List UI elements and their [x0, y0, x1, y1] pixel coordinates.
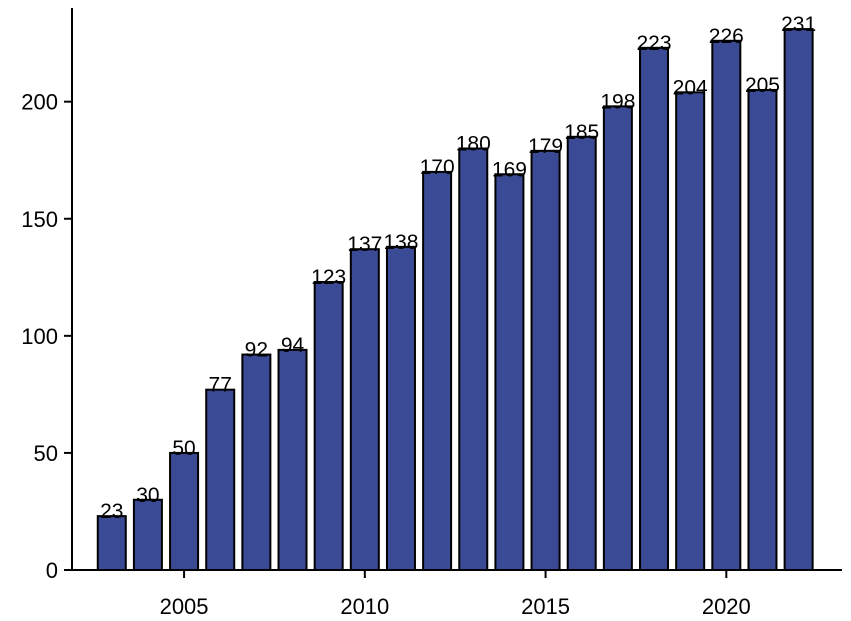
bar-2013 — [458, 147, 489, 571]
data-label-2020: 226 — [709, 25, 744, 48]
bar-2005 — [169, 451, 200, 571]
y-tick-label-150: 150 — [21, 207, 58, 232]
bar-2010 — [349, 248, 380, 571]
bar-2015 — [530, 149, 561, 571]
data-label-2017: 198 — [600, 90, 635, 113]
bar-2022 — [783, 28, 814, 571]
bar-2009 — [313, 280, 344, 571]
x-tick-label-2015: 2015 — [521, 594, 570, 619]
data-label-2004: 30 — [136, 484, 159, 507]
y-tick-label-0: 0 — [46, 558, 58, 583]
y-tick-label-200: 200 — [21, 90, 58, 115]
x-axis-ticks: 2005 2010 2015 2020 — [160, 570, 751, 619]
bar-2006 — [205, 388, 236, 572]
bar-2016 — [566, 135, 597, 572]
bar-2003 — [96, 515, 127, 571]
y-axis-ticks: 0 50 100 150 200 — [21, 90, 72, 583]
data-label-2016: 185 — [564, 121, 599, 144]
bar-2012 — [422, 170, 453, 572]
data-label-2011: 138 — [383, 231, 418, 254]
data-label-2005: 50 — [172, 437, 195, 460]
data-label-2012: 170 — [420, 156, 455, 179]
data-label-2022: 231 — [781, 13, 816, 36]
y-tick-label-100: 100 — [21, 324, 58, 349]
data-label-2007: 92 — [245, 339, 268, 362]
bar-2019 — [675, 91, 706, 572]
data-label-2014: 169 — [492, 158, 527, 181]
data-label-2003: 23 — [100, 500, 123, 523]
data-label-2006: 77 — [209, 374, 232, 397]
bar-2021 — [747, 88, 778, 571]
data-label-2021: 205 — [745, 74, 780, 97]
x-tick-label-2005: 2005 — [160, 594, 209, 619]
bar-2004 — [132, 498, 163, 571]
bar-2017 — [602, 105, 633, 571]
data-label-2013: 180 — [456, 133, 491, 156]
data-label-2010: 137 — [347, 233, 382, 256]
x-tick-label-2010: 2010 — [340, 594, 389, 619]
bar-2011 — [385, 245, 416, 571]
x-tick-label-2020: 2020 — [702, 594, 751, 619]
bar-2020 — [711, 39, 742, 572]
bar-2007 — [241, 353, 272, 572]
data-label-2009: 123 — [311, 266, 346, 289]
bar-2008 — [277, 348, 308, 571]
data-label-2008: 94 — [281, 334, 305, 357]
data-label-2015: 179 — [528, 135, 563, 158]
bar-2014 — [494, 173, 525, 571]
bars-group — [96, 28, 814, 572]
y-tick-label-50: 50 — [34, 441, 58, 466]
bar-2018 — [639, 46, 670, 571]
data-label-2018: 223 — [636, 32, 671, 55]
data-label-2019: 204 — [673, 76, 708, 99]
